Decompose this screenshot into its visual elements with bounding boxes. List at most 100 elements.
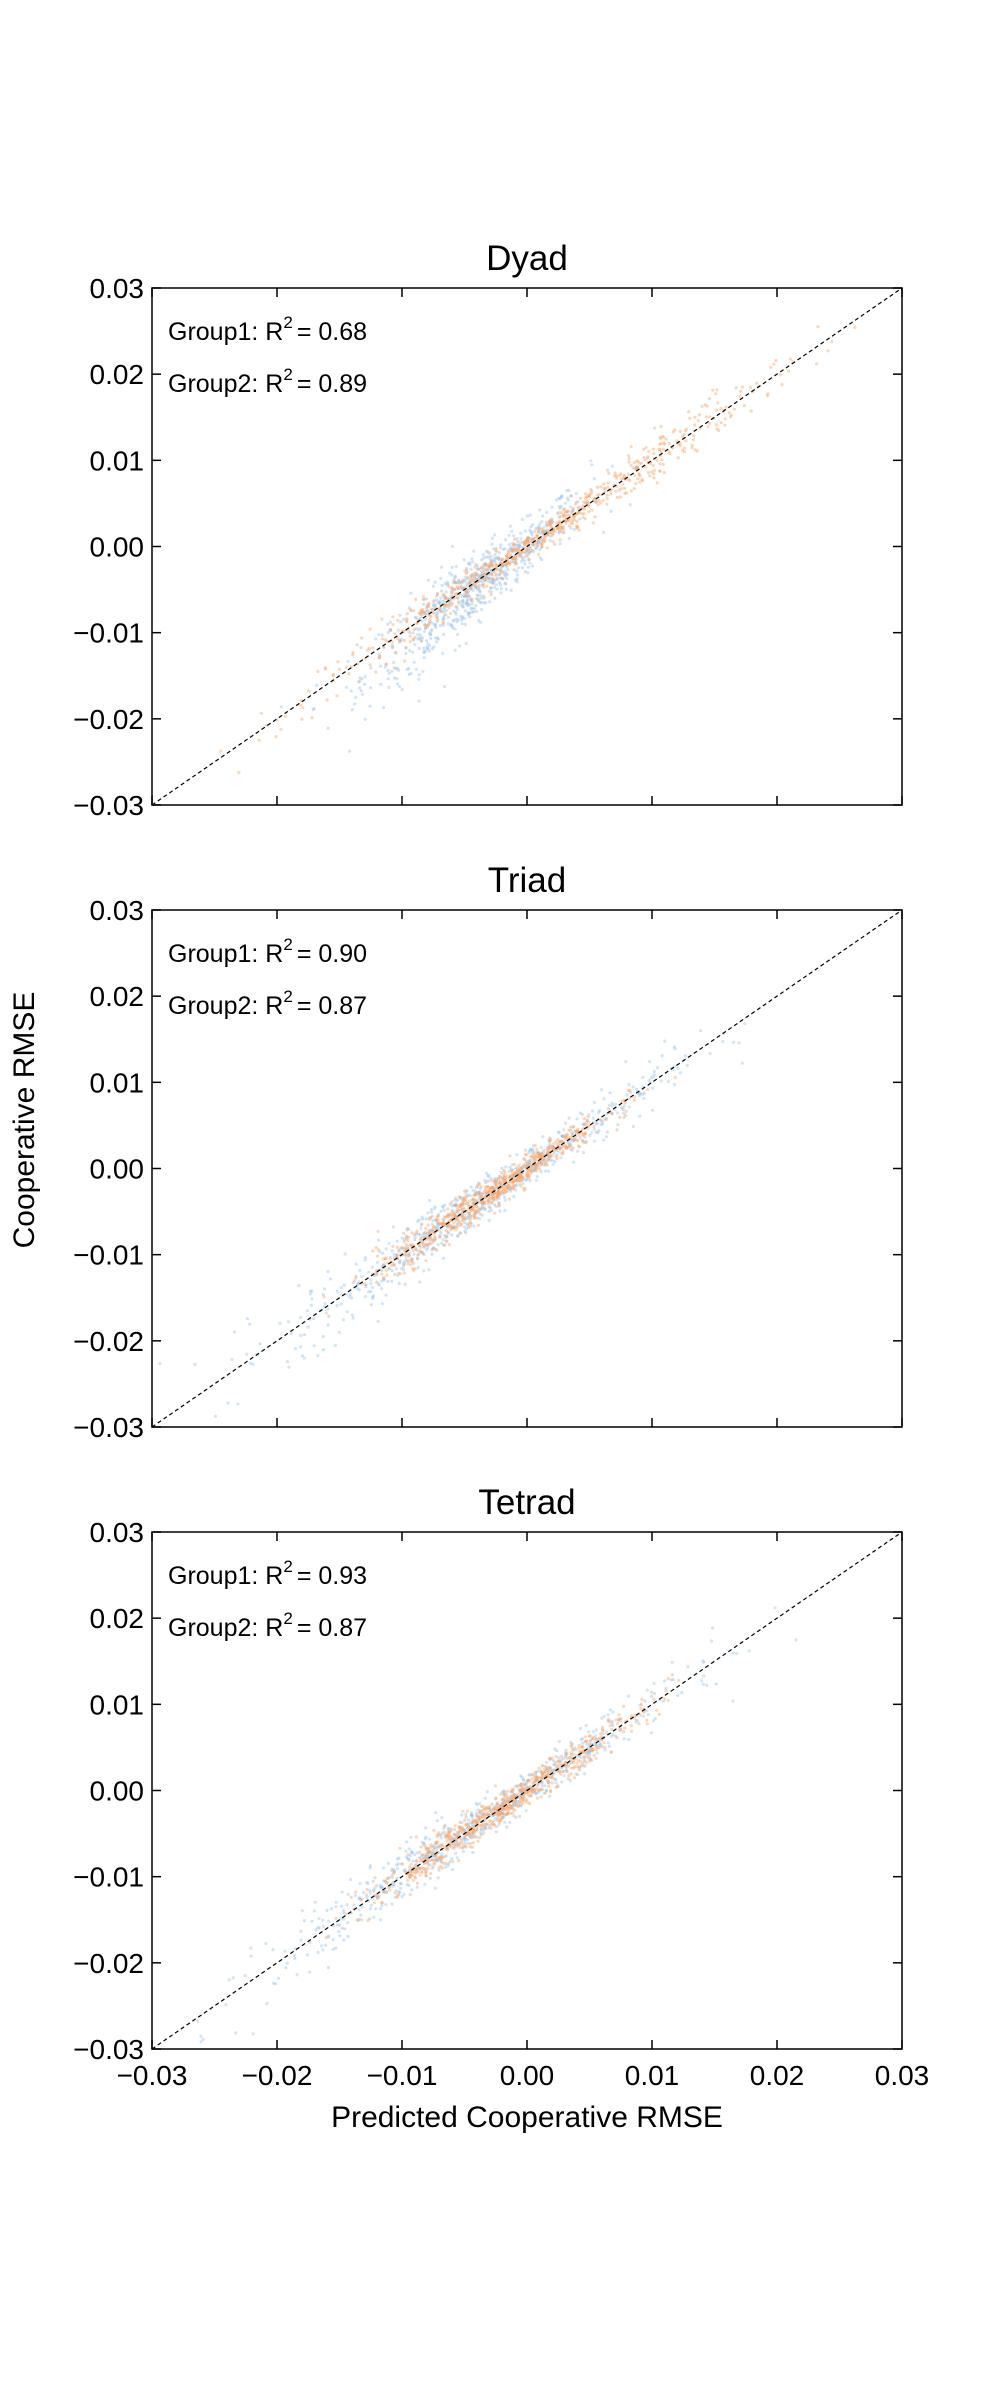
scatter-point — [505, 1185, 509, 1189]
scatter-point — [684, 439, 688, 443]
scatter-point — [193, 1362, 197, 1367]
scatter-point — [531, 1148, 535, 1152]
scatter-point — [755, 381, 759, 385]
scatter-point — [316, 669, 320, 674]
scatter-point — [561, 514, 565, 518]
scatter-point — [504, 1165, 508, 1169]
scatter-point — [565, 488, 569, 492]
scatter-point — [491, 1197, 495, 1201]
scatter-point — [485, 568, 489, 572]
scatter-point — [576, 1127, 580, 1131]
scatter-point — [629, 489, 634, 493]
scatter-point — [468, 615, 472, 619]
scatter-point — [580, 1745, 584, 1749]
scatter-point — [560, 526, 564, 530]
scatter-point — [439, 576, 443, 581]
scatter-point — [477, 587, 481, 592]
scatter-point — [540, 1154, 545, 1158]
scatter-point — [321, 1348, 325, 1352]
scatter-point — [450, 601, 455, 606]
scatter-point — [557, 1769, 561, 1774]
scatter-point — [514, 1183, 518, 1187]
scatter-point — [439, 596, 443, 600]
scatter-point — [618, 1115, 622, 1119]
scatter-point — [465, 584, 469, 588]
scatter-point — [343, 1252, 347, 1256]
scatter-point — [367, 646, 371, 651]
scatter-point — [433, 1846, 437, 1850]
scatter-point — [601, 530, 606, 535]
scatter-point — [531, 1144, 536, 1148]
x-tick-label: −0.03 — [117, 2060, 188, 2091]
scatter-point — [345, 1903, 349, 1907]
scatter-point — [589, 459, 593, 463]
scatter-point — [571, 515, 575, 519]
scatter-point — [507, 543, 512, 547]
scatter-point — [393, 632, 397, 636]
scatter-point — [548, 1158, 552, 1162]
scatter-point — [428, 633, 433, 637]
scatter-point — [532, 1158, 537, 1162]
scatter-point — [480, 1804, 484, 1808]
scatter-point — [460, 1813, 464, 1817]
scatter-point — [390, 643, 394, 647]
scatter-point — [523, 1164, 527, 1168]
scatter-point — [642, 455, 646, 460]
scatter-point — [434, 1247, 438, 1251]
scatter-point — [371, 1295, 375, 1299]
scatter-point — [368, 1866, 372, 1870]
scatter-point — [508, 524, 512, 528]
scatter-point — [409, 1862, 413, 1866]
scatter-point — [384, 662, 388, 666]
scatter-point — [441, 593, 445, 597]
scatter-point — [414, 597, 418, 602]
scatter-point — [582, 500, 586, 504]
scatter-point — [740, 385, 745, 389]
scatter-point — [437, 1212, 441, 1217]
scatter-point — [437, 608, 441, 612]
scatter-point — [525, 554, 529, 558]
scatter-point — [400, 1245, 404, 1249]
scatter-point — [589, 491, 593, 495]
y-tick-label: −0.03 — [73, 790, 144, 821]
scatter-point — [553, 530, 557, 534]
scatter-point — [536, 530, 541, 534]
scatter-point — [418, 611, 423, 615]
scatter-point — [404, 1234, 408, 1238]
scatter-point — [476, 1223, 480, 1227]
scatter-point — [514, 578, 518, 582]
scatter-point — [578, 1136, 582, 1140]
scatter-point — [467, 594, 471, 598]
scatter-point — [460, 1212, 464, 1216]
scatter-point — [444, 1239, 448, 1243]
scatter-point — [411, 650, 415, 654]
scatter-point — [693, 448, 697, 452]
scatter-point — [628, 479, 632, 483]
scatter-point — [594, 1737, 598, 1741]
scatter-point — [456, 1215, 460, 1219]
scatter-point — [607, 471, 611, 475]
scatter-point — [424, 1259, 428, 1263]
scatter-point — [403, 1247, 407, 1251]
scatter-point — [406, 1244, 410, 1249]
scatter-point — [245, 1352, 249, 1356]
scatter-point — [449, 1224, 454, 1228]
scatter-point — [327, 1919, 331, 1923]
scatter-point — [396, 1857, 400, 1861]
scatter-point — [462, 1213, 466, 1218]
scatter-point — [548, 1139, 552, 1143]
scatter-point — [506, 555, 510, 559]
scatter-point — [619, 1716, 623, 1721]
scatter-point — [417, 673, 421, 677]
scatter-point — [359, 646, 363, 650]
scatter-point — [454, 1228, 458, 1232]
scatter-point — [433, 622, 437, 626]
y-tick-label: 0.01 — [90, 445, 145, 476]
scatter-point — [390, 1902, 394, 1906]
scatter-point — [299, 703, 303, 707]
scatter-point — [557, 1150, 561, 1154]
scatter-point — [466, 1830, 470, 1834]
scatter-point — [499, 1183, 503, 1187]
scatter-point — [563, 1144, 567, 1148]
scatter-point — [570, 519, 574, 523]
